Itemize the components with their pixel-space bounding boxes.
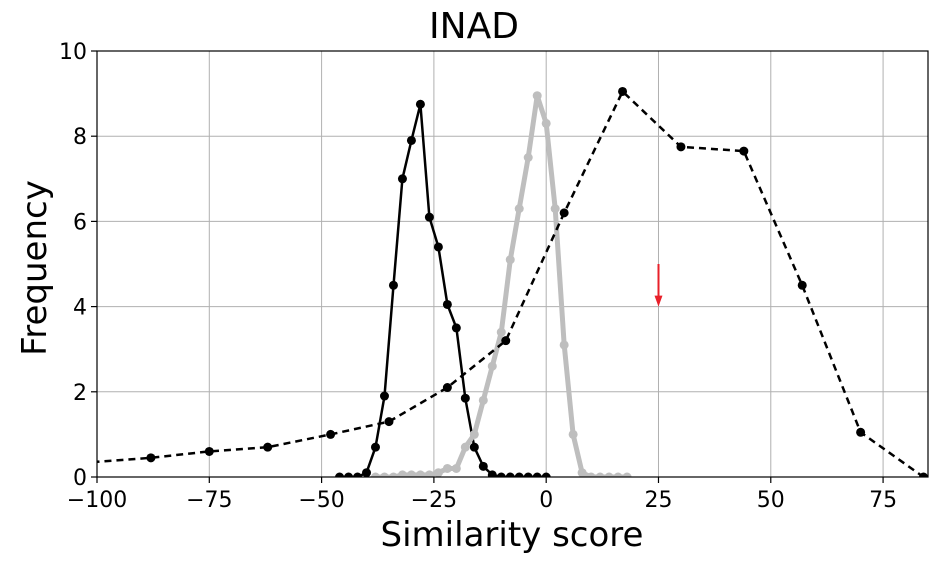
- data-point: [442, 299, 452, 309]
- axis-ticks: −100 −75 −50 −25 0 25 50 75 0 2 4 6 8 10: [59, 40, 897, 513]
- data-point: [335, 472, 345, 477]
- data-point: [388, 472, 398, 477]
- data-point: [344, 472, 354, 477]
- data-point: [442, 383, 452, 393]
- data-point: [397, 174, 407, 184]
- data-point: [577, 468, 587, 477]
- data-point: [433, 242, 443, 252]
- data-point: [406, 470, 416, 477]
- data-point: [460, 442, 470, 452]
- data-point: [523, 472, 533, 477]
- y-tick-label: 4: [73, 296, 87, 321]
- data-point: [379, 391, 389, 401]
- data-point: [676, 142, 686, 152]
- x-tick-label: −25: [411, 488, 457, 513]
- y-tick-label: 0: [73, 466, 87, 491]
- series-line: [375, 93, 627, 477]
- data-point: [406, 135, 416, 145]
- data-point: [550, 204, 560, 214]
- data-point: [433, 468, 443, 477]
- data-point: [397, 470, 407, 477]
- data-point: [496, 327, 506, 337]
- y-axis-label: Frequency: [15, 180, 55, 356]
- data-point: [541, 472, 551, 477]
- data-point: [442, 463, 452, 473]
- y-tick-label: 6: [73, 210, 87, 235]
- data-point: [487, 361, 497, 371]
- data-point: [388, 280, 398, 290]
- y-tick-label: 8: [73, 125, 87, 150]
- data-point: [856, 427, 866, 437]
- x-tick-label: 50: [757, 488, 785, 513]
- y-tick-label: 2: [73, 381, 87, 406]
- data-point: [97, 461, 98, 463]
- data-point: [204, 446, 214, 456]
- series-layer: [97, 86, 928, 477]
- annotation-layer: [654, 264, 663, 307]
- data-point: [595, 472, 605, 477]
- data-point: [384, 417, 394, 427]
- series-solid-black: [335, 99, 551, 477]
- data-point: [797, 280, 807, 290]
- data-point: [451, 323, 461, 333]
- data-point: [559, 208, 569, 218]
- data-point: [622, 472, 632, 477]
- data-point: [568, 429, 578, 439]
- data-point: [146, 453, 156, 463]
- data-point: [739, 146, 749, 156]
- x-tick-label: −100: [67, 488, 127, 513]
- data-point: [353, 472, 363, 477]
- data-point: [514, 472, 524, 477]
- data-point: [415, 470, 425, 477]
- data-point: [604, 472, 614, 477]
- data-point: [362, 468, 372, 477]
- data-point: [505, 255, 515, 265]
- data-point: [478, 395, 488, 405]
- series-thick-gray: [370, 91, 632, 477]
- data-point: [532, 91, 542, 101]
- series-line: [339, 103, 547, 477]
- data-point: [532, 472, 542, 477]
- data-point: [496, 472, 506, 477]
- series-line: [97, 90, 925, 477]
- data-point: [460, 393, 470, 403]
- data-point: [469, 429, 479, 439]
- x-tick-label: 25: [644, 488, 672, 513]
- data-point: [478, 461, 488, 471]
- x-tick-label: 75: [869, 488, 897, 513]
- data-point: [424, 212, 434, 222]
- data-point: [451, 463, 461, 473]
- y-tick-label: 10: [59, 40, 87, 65]
- data-point: [379, 472, 389, 477]
- data-point: [586, 472, 596, 477]
- data-point: [370, 472, 380, 477]
- data-point: [326, 429, 336, 439]
- data-point: [505, 472, 515, 477]
- data-point: [424, 470, 434, 477]
- data-point: [523, 153, 533, 162]
- x-tick-label: −50: [298, 488, 344, 513]
- grid-lines: [96, 50, 928, 478]
- plot-frame: [96, 50, 929, 478]
- arrow-head: [654, 295, 663, 307]
- data-point: [263, 442, 273, 452]
- x-tick-label: 0: [539, 488, 553, 513]
- data-point: [618, 86, 628, 96]
- data-point: [613, 472, 623, 477]
- data-point: [469, 442, 479, 452]
- data-point: [541, 118, 551, 128]
- x-tick-label: −75: [186, 488, 232, 513]
- data-point: [501, 336, 511, 346]
- data-point: [415, 99, 425, 109]
- data-point: [487, 470, 497, 477]
- data-point: [919, 472, 928, 477]
- x-axis-label: Similarity score: [381, 515, 644, 555]
- chart-title: INAD: [429, 6, 519, 47]
- data-point: [514, 204, 524, 214]
- data-point: [559, 340, 569, 350]
- series-dashed-black: [97, 86, 928, 477]
- data-point: [370, 442, 380, 452]
